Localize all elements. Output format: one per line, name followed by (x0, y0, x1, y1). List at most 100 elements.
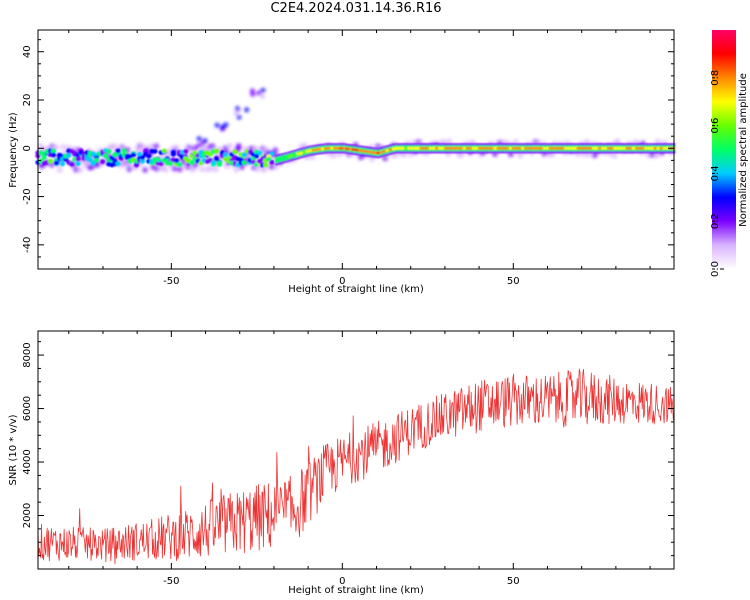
heatmap-cell (290, 154, 294, 157)
colorbar-tick-label: 0.6 (710, 118, 721, 134)
heatmap-cell (241, 160, 247, 166)
heatmap-cell (465, 147, 470, 150)
spectrogram-panel: -50 0 50 -40 -20 0 20 40 Height of straight lin… (8, 29, 676, 295)
heatmap-cell (376, 151, 380, 155)
x-tick-label: 0 (339, 276, 345, 287)
heatmap-cell (576, 147, 580, 150)
heatmap-cell (121, 161, 128, 168)
heatmap-cell (299, 151, 304, 155)
heatmap-cell (588, 147, 593, 150)
heatmap-cell (475, 147, 479, 150)
heatmap-cell (391, 147, 396, 151)
heatmap-cell (438, 147, 442, 150)
heatmap-cell (446, 138, 453, 145)
figure-title: C2E4.2024.031.14.36.R16 (270, 1, 442, 16)
heatmap-cell (126, 166, 133, 172)
heatmap-cell (272, 147, 279, 154)
heatmap-cell (407, 147, 411, 150)
heatmap-cell (293, 153, 297, 157)
y-tick-label: -20 (22, 188, 33, 204)
y-tick-label: 4000 (22, 449, 33, 474)
heatmap-cell (517, 152, 524, 159)
snr-y-axis-label: SNR (10 * v/v) (8, 414, 19, 485)
heatmap-cell (263, 162, 269, 168)
heatmap-cell (154, 165, 161, 172)
heatmap-cell (140, 155, 146, 160)
heatmap-cell (249, 88, 255, 94)
heatmap-cell (625, 147, 630, 150)
heatmap-cell (533, 147, 537, 150)
heatmap-cell (650, 147, 654, 150)
colorbar-ticks: 0.0 0.2 0.4 0.6 0.8 (710, 70, 724, 277)
heatmap-cell (100, 159, 106, 165)
heatmap-cell (189, 160, 195, 166)
heatmap-cell (214, 122, 220, 128)
heatmap-cell (305, 150, 310, 153)
heatmap-cell (273, 163, 279, 170)
colorbar-label: Normalized spectral amplitude (738, 73, 749, 227)
heatmap-cell (206, 144, 212, 150)
heatmap-cell (315, 148, 319, 151)
heatmap-cell (60, 161, 66, 167)
heatmap-cell (619, 147, 624, 150)
heatmap-cell (659, 147, 664, 150)
heatmap-cell (505, 147, 510, 150)
heatmap-cell (351, 148, 356, 151)
heatmap-cell (447, 147, 451, 150)
heatmap-cell (333, 147, 337, 150)
heatmap-cell (607, 147, 611, 150)
heatmap-cell (370, 151, 374, 154)
heatmap-cell (140, 158, 146, 164)
heatmap-cell (502, 147, 507, 150)
colorbar-bar (712, 30, 736, 269)
heatmap-cell (342, 147, 347, 150)
spectrogram-heatmap (35, 87, 676, 173)
heatmap-cell (518, 147, 522, 150)
colorbar: 0.0 0.2 0.4 0.6 0.8 Normalized spectral ampl… (710, 30, 749, 277)
heatmap-cell (152, 149, 158, 154)
heatmap-cell (146, 153, 152, 159)
heatmap-cell (66, 153, 72, 158)
heatmap-cell (191, 145, 198, 152)
heatmap-cell (644, 147, 648, 150)
heatmap-cell (75, 161, 81, 167)
colorbar-tick-label: 0.0 (710, 261, 721, 277)
heatmap-cell (521, 147, 525, 150)
heatmap-cell (196, 136, 202, 142)
heatmap-cell (196, 143, 202, 149)
heatmap-cell (361, 149, 365, 153)
heatmap-cell (321, 147, 325, 151)
heatmap-cell (428, 147, 433, 150)
heatmap-cell (493, 147, 497, 150)
heatmap-cell (441, 147, 445, 150)
heatmap-cell (431, 147, 436, 150)
heatmap-cell (284, 156, 288, 159)
spectrogram-ticks: -50 0 50 -40 -20 0 20 40 (22, 30, 674, 287)
heatmap-cell (462, 147, 467, 150)
x-tick-label: -50 (163, 276, 179, 287)
heatmap-cell (142, 166, 149, 173)
heatmap-cell (444, 147, 448, 150)
heatmap-cell (558, 147, 562, 150)
heatmap-cell (610, 147, 614, 150)
heatmap-cell (330, 152, 337, 159)
heatmap-cell (318, 148, 322, 151)
heatmap-cell (453, 147, 457, 150)
heatmap-cell (515, 147, 519, 150)
heatmap-cell (106, 149, 112, 154)
heatmap-cell (173, 158, 180, 164)
heatmap-cell (527, 147, 531, 150)
heatmap-cell (345, 147, 350, 151)
heatmap-cell (601, 147, 605, 150)
heatmap-cell (373, 151, 377, 154)
heatmap-cell (561, 147, 565, 150)
heatmap-cell (579, 147, 584, 150)
heatmap-cell (471, 147, 476, 150)
heatmap-cell (223, 152, 229, 158)
heatmap-cell (355, 148, 359, 152)
heatmap-cell (511, 147, 516, 150)
heatmap-cell (401, 147, 405, 150)
heatmap-cell (604, 147, 608, 150)
heatmap-cell (235, 106, 240, 112)
